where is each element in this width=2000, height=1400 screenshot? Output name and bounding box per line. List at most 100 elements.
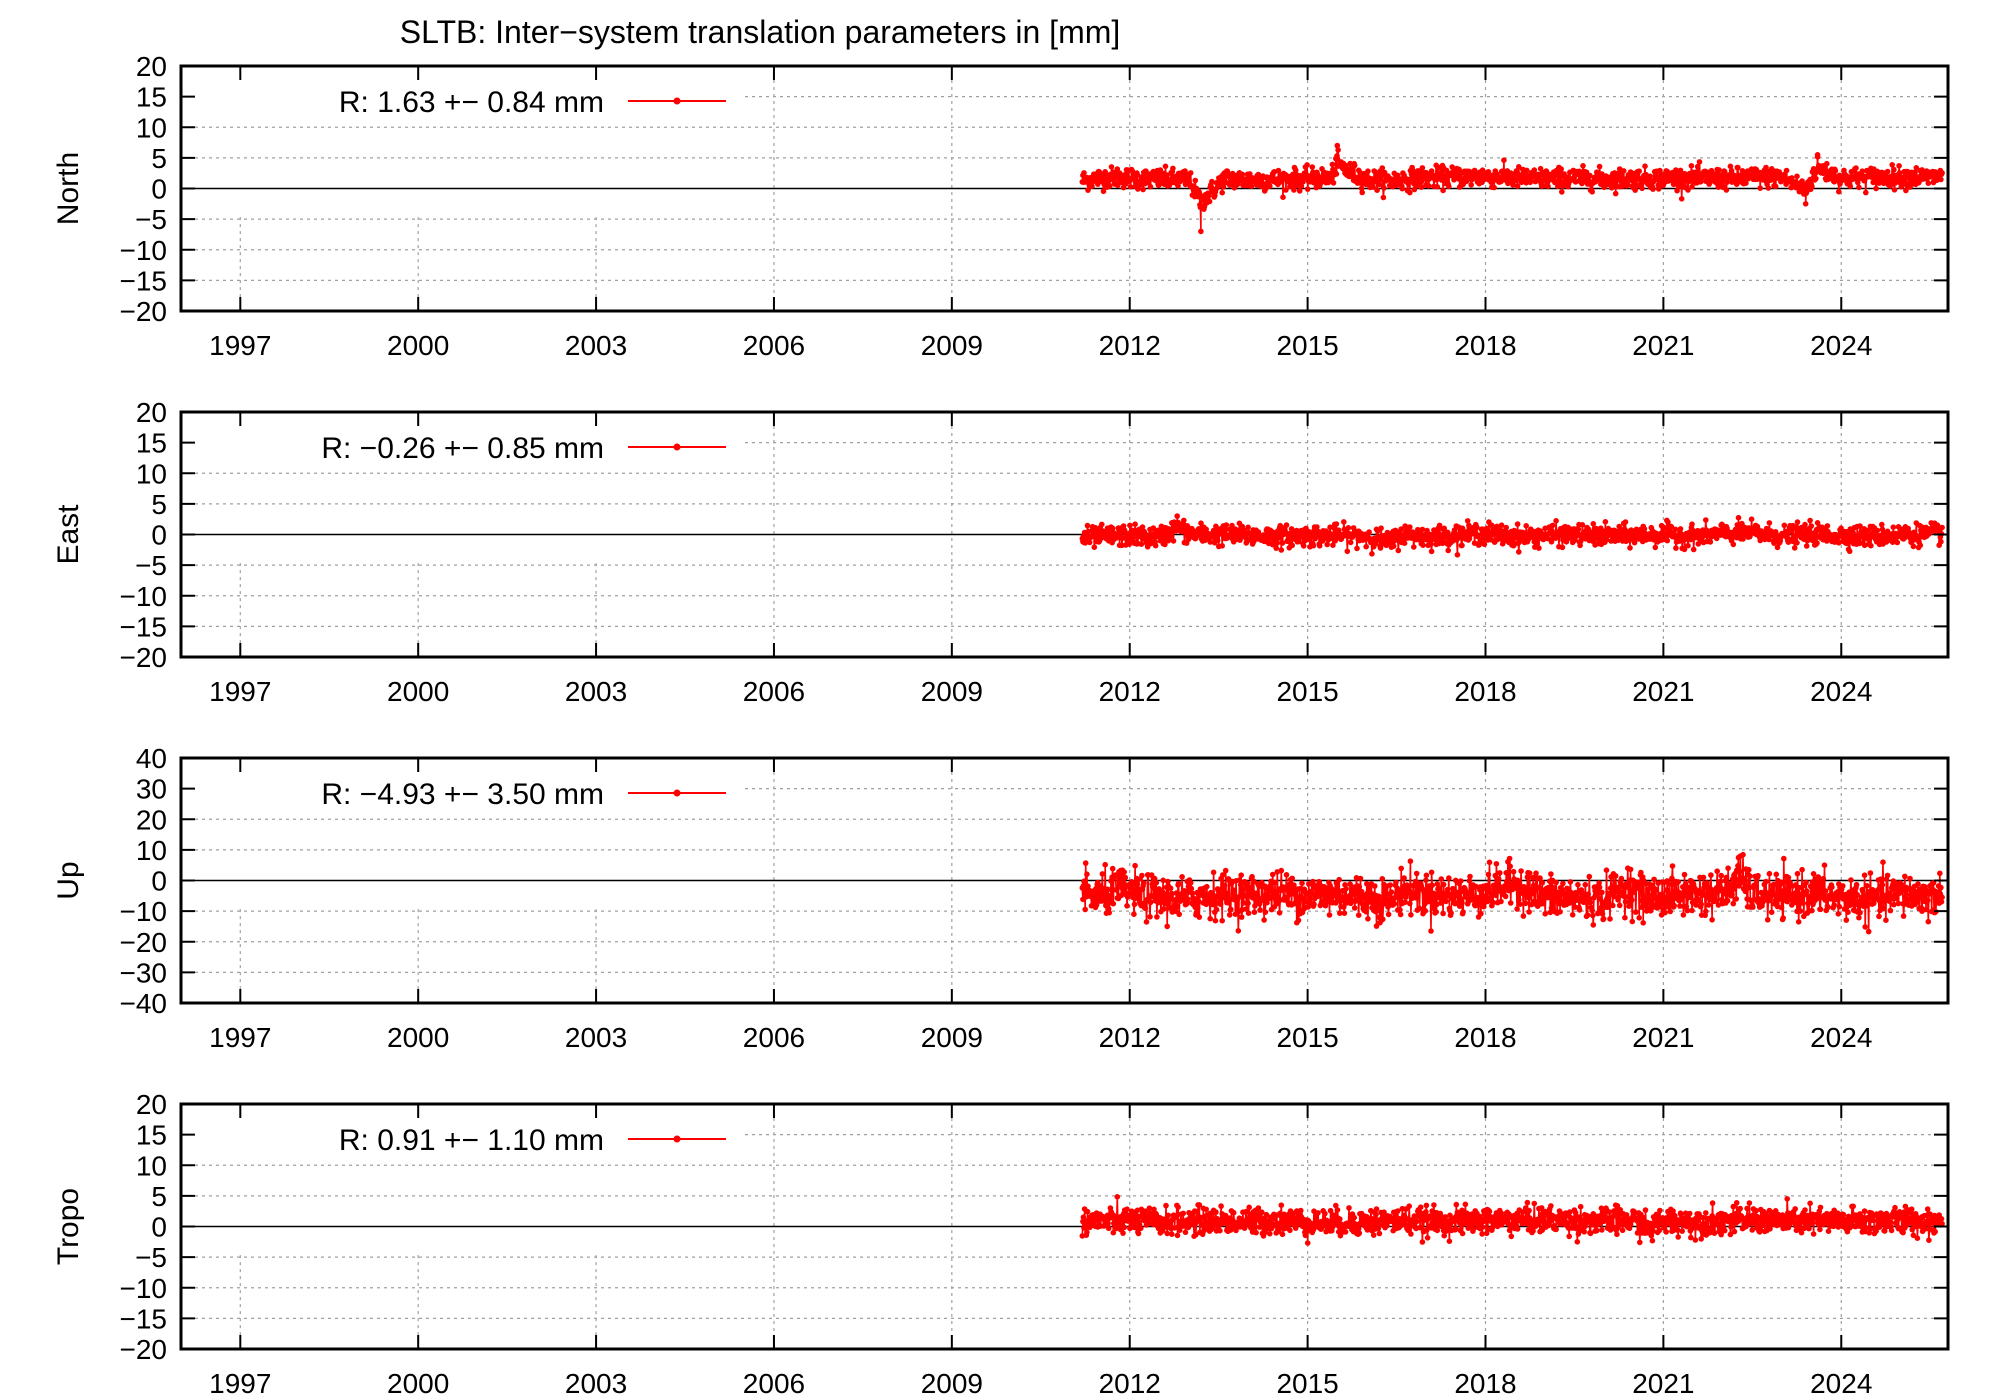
data-point: [1486, 859, 1493, 866]
data-point: [1737, 868, 1743, 875]
data-point: [1260, 532, 1267, 538]
data-point: [1280, 194, 1286, 200]
data-point: [1625, 181, 1631, 188]
data-point: [1085, 187, 1091, 193]
data-point: [1423, 877, 1429, 883]
data-point: [1545, 884, 1551, 891]
data-point: [1343, 885, 1349, 892]
data-point: [1807, 517, 1813, 524]
data-point: [1589, 907, 1595, 914]
data-point: [1181, 517, 1187, 524]
data-point: [1440, 910, 1446, 917]
legend-marker: [673, 789, 681, 797]
data-point: [1627, 545, 1633, 551]
data-point: [1130, 535, 1137, 541]
data-point: [1855, 179, 1861, 186]
legend-label: R: −0.26 +− 0.85 mm: [321, 432, 604, 465]
data-point: [1438, 876, 1445, 882]
data-point: [1160, 906, 1167, 912]
data-point: [1772, 183, 1779, 190]
data-point: [1154, 914, 1160, 920]
data-point: [1716, 167, 1722, 173]
data-point: [1879, 521, 1885, 528]
data-point: [1587, 899, 1594, 906]
data-point: [1517, 901, 1523, 907]
data-point: [1193, 909, 1200, 916]
data-point: [1524, 167, 1530, 174]
x-tick-label: 2009: [921, 330, 983, 361]
data-point: [1165, 1212, 1172, 1219]
data-point: [1847, 183, 1854, 190]
data-point: [1121, 1224, 1127, 1231]
data-point: [1377, 177, 1383, 183]
data-point: [1289, 542, 1295, 549]
x-tick-label: 2012: [1099, 330, 1161, 361]
data-point: [1510, 868, 1517, 875]
data-point: [1449, 164, 1455, 170]
data-point: [1729, 891, 1735, 898]
data-point: [1091, 544, 1098, 550]
data-point: [1612, 190, 1619, 197]
data-point: [1130, 886, 1137, 893]
data-point: [1627, 866, 1634, 873]
data-point: [1166, 526, 1172, 532]
data-point: [1520, 913, 1527, 919]
data-point: [1385, 911, 1392, 918]
data-point: [1291, 187, 1297, 193]
data-point: [1176, 911, 1182, 918]
data-point: [1162, 891, 1169, 898]
data-point: [1689, 521, 1695, 527]
data-point: [1567, 879, 1574, 885]
data-point: [1121, 869, 1127, 875]
x-tick-label: 2021: [1632, 676, 1694, 707]
data-point: [1391, 901, 1398, 907]
data-point: [1355, 912, 1362, 918]
data-point: [1378, 525, 1384, 531]
data-point: [1251, 538, 1257, 545]
data-point: [1632, 187, 1638, 193]
data-point: [1824, 523, 1831, 529]
data-point: [1514, 906, 1520, 912]
data-point: [1180, 1210, 1186, 1217]
data-point: [1440, 881, 1447, 888]
data-point: [1808, 523, 1815, 529]
data-point: [1174, 513, 1180, 519]
y-tick-label: −10: [120, 235, 168, 266]
data-point: [1742, 877, 1748, 884]
data-point: [1377, 545, 1384, 551]
data-point: [1861, 872, 1868, 878]
data-point: [1121, 172, 1128, 178]
y-tick-label: 20: [136, 397, 167, 428]
x-tick-label: 2024: [1810, 676, 1872, 707]
data-point: [1740, 851, 1746, 858]
data-point: [1445, 547, 1451, 554]
data-point: [1314, 524, 1320, 530]
series-points: [1079, 513, 1945, 558]
data-point: [1443, 898, 1449, 905]
data-point: [1257, 907, 1263, 913]
data-point: [1370, 184, 1376, 190]
data-point: [1289, 875, 1295, 882]
x-tick-label: 2012: [1099, 676, 1161, 707]
data-point: [1474, 524, 1480, 531]
x-tick-label: 2006: [743, 1022, 805, 1053]
data-point: [1764, 917, 1771, 923]
data-point: [1545, 183, 1551, 189]
data-point: [1640, 920, 1646, 926]
data-point: [1206, 192, 1212, 199]
data-point: [1865, 928, 1872, 935]
data-point: [1502, 893, 1509, 900]
x-tick-label: 1997: [209, 1022, 271, 1053]
data-point: [1127, 522, 1133, 529]
x-tick-label: 2009: [921, 1022, 983, 1053]
data-point: [1537, 165, 1544, 172]
data-point: [1708, 872, 1714, 878]
data-point: [1497, 870, 1503, 876]
x-tick-label: 2012: [1099, 1022, 1161, 1053]
data-point: [1814, 540, 1820, 546]
data-point: [1503, 524, 1509, 531]
data-point: [1516, 549, 1522, 555]
data-point: [1610, 902, 1616, 909]
